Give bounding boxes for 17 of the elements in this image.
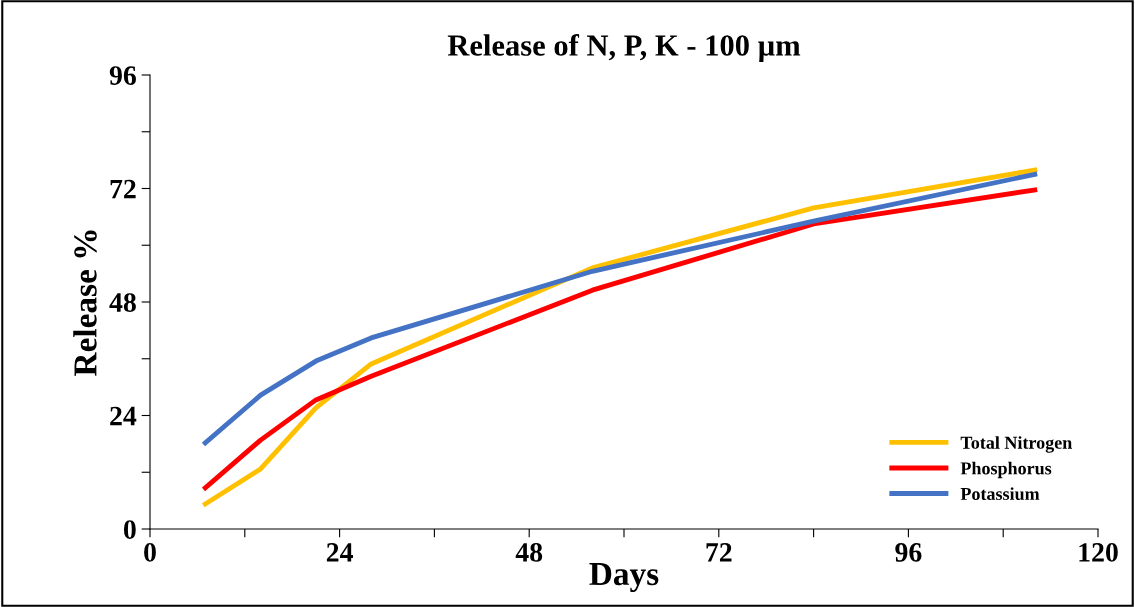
x-axis-title: Days	[589, 563, 659, 593]
y-tick-label: 24	[110, 406, 137, 426]
x-tick-label: 120	[1079, 543, 1118, 562]
x-tick-label: 96	[895, 543, 922, 562]
legend-label: Potassium	[960, 487, 1040, 501]
y-tick-label: 0	[123, 520, 136, 539]
legend-label: Phosphorus	[960, 461, 1052, 479]
y-tick-label: 72	[110, 179, 136, 199]
x-tick-label: 24	[326, 543, 353, 562]
legend-label: Total Nitrogen	[960, 436, 1072, 453]
x-tick-label: 72	[706, 543, 732, 562]
y-tick-label: 96	[109, 66, 136, 85]
chart-title: Release of N, P, K - 100 µm	[447, 34, 801, 63]
x-tick-label: 48	[515, 543, 543, 562]
y-axis-title: Release %	[73, 230, 97, 376]
x-tick-label: 0	[144, 543, 156, 562]
y-tick-label: 48	[109, 293, 136, 312]
